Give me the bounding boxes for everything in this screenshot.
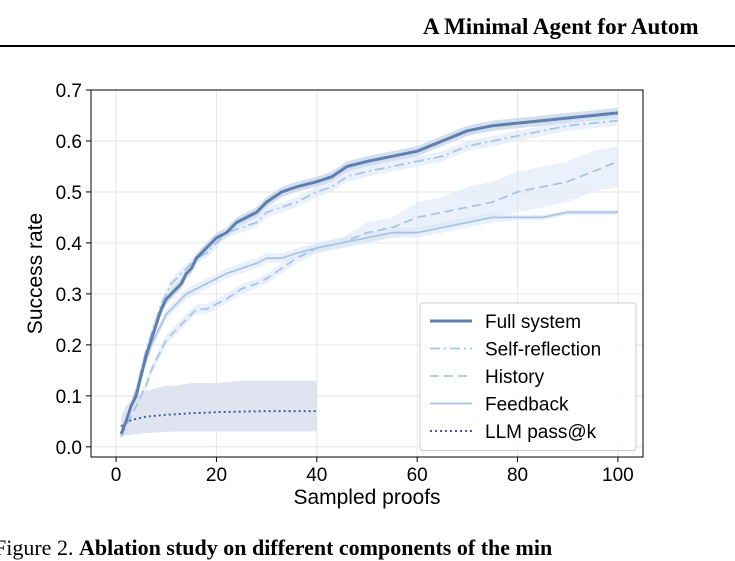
figure-caption: Figure 2. Ablation study on different co… [0,535,552,561]
y-tick-label-6: 0.6 [56,132,82,153]
x-tick-label-4: 80 [507,465,528,486]
line-series-2 [120,160,619,437]
legend-label-1: Self-reflection [485,340,601,361]
y-tick-label-7: 0.7 [56,81,82,102]
series-line-layer [119,111,619,437]
x-tick-label-5: 100 [602,465,634,486]
legend-label-3: Feedback [485,395,569,416]
y-tick-label-4: 0.4 [56,234,83,255]
legend-label-4: LLM pass@k [485,422,597,443]
y-tick-label-3: 0.3 [56,285,82,306]
band-series-2 [121,146,618,440]
x-axis-label: Sampled proofs [293,486,440,509]
plot-frame [90,89,644,458]
line-series-4 [120,410,317,428]
running-header-title: A Minimal Agent for Autom [423,14,699,39]
x-tick-label-0: 0 [111,465,122,486]
y-axis-label: Success rate [24,213,47,334]
header-rule [0,45,735,47]
line-series-0 [119,111,619,435]
x-tick-label-1: 20 [206,465,227,486]
y-tick-label-0: 0.0 [56,438,82,459]
legend-label-0: Full system [485,312,581,333]
x-tick-label-2: 40 [306,465,327,486]
x-tick-label-3: 60 [407,465,428,486]
y-tick-label-1: 0.1 [56,387,82,408]
y-tick-label-2: 0.2 [56,336,82,357]
y-tick-label-5: 0.5 [56,183,82,204]
legend-box [419,302,637,451]
tick-layer: 0 20 40 60 80 100 0.0 0.1 0.2 0.3 0.4 0.5 0.6 0.7 [56,81,634,486]
ablation-line-chart: 0 20 40 60 80 100 0.0 0.1 0.2 0.3 0.4 0.5 0.6 0.7 Sam… [24,81,644,509]
legend: Full system Self-reflection History Feedbac… [419,302,637,451]
line-series-3 [120,211,618,437]
line-series-1 [120,119,618,437]
band-series-4 [121,380,317,437]
legend-label-2: History [485,367,545,388]
